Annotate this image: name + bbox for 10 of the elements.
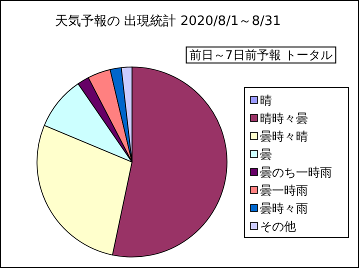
- legend-label: 曇時々晴: [260, 130, 308, 144]
- legend-label: 曇のち一時雨: [260, 166, 332, 180]
- legend-label: 曇一時雨: [260, 184, 308, 198]
- legend-label: 曇時々雨: [260, 202, 308, 216]
- legend-label: その他: [260, 220, 296, 234]
- chart-title: 天気予報の 出現統計 2020/8/1～8/31: [55, 14, 281, 29]
- chart-subtitle: 前日～7日前予報 トータル: [189, 48, 333, 62]
- legend-label: 晴時々曇: [260, 112, 308, 126]
- legend-label: 曇: [260, 148, 272, 162]
- legend-label: 晴: [260, 94, 272, 108]
